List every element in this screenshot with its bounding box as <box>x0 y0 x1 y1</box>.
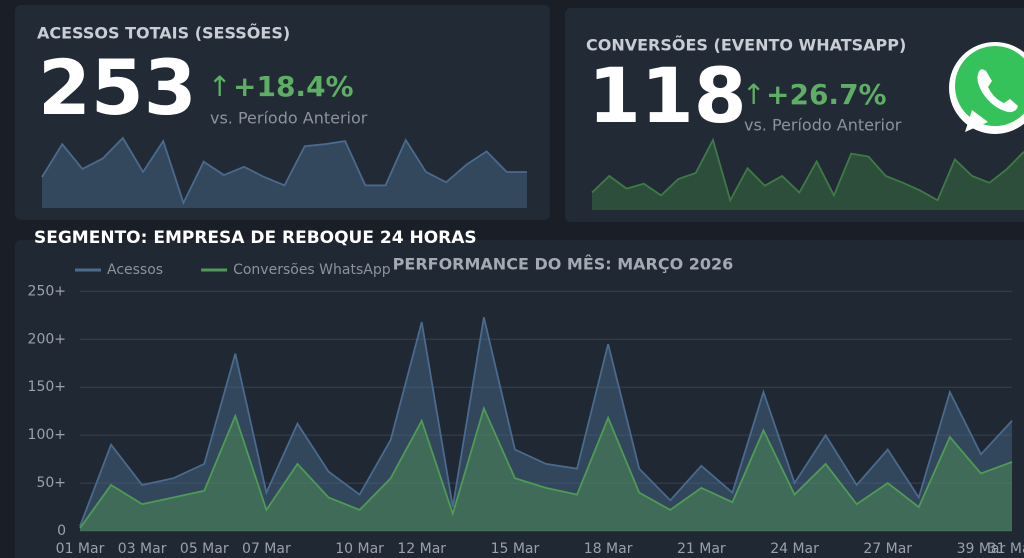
sparkline-line <box>591 137 1024 203</box>
kpi-comparison: vs. Período Anterior <box>210 109 368 128</box>
kpi-delta: +26.7% <box>766 78 887 111</box>
series-area-fill <box>80 408 1012 531</box>
x-tick-label: 27 Mar <box>863 541 912 557</box>
sparkline-line <box>41 136 527 206</box>
series-area-line <box>79 405 1013 529</box>
chart-panel <box>15 240 1024 558</box>
x-tick-label: 12 Mar <box>397 541 446 557</box>
whatsapp-icon <box>949 42 1024 134</box>
card <box>565 8 1024 222</box>
x-tick-label: 05 Mar <box>180 541 229 557</box>
y-tick-label: 200+ <box>28 331 66 347</box>
segment-label: SEGMENTO: EMPRESA DE REBOQUE 24 HORAS <box>34 228 477 248</box>
y-tick-label: 0 <box>57 523 66 539</box>
sparkline-fill <box>592 140 1024 210</box>
y-tick-label: 50+ <box>36 475 66 491</box>
card-title: ACESSOS TOTAIS (SESSÕES) <box>37 24 290 43</box>
kpi-comparison: vs. Período Anterior <box>744 116 902 135</box>
x-tick-label: 07 Mar <box>242 541 291 557</box>
card-title: CONVERSÕES (EVENTO WHATSAPP) <box>586 36 906 55</box>
arrow: ↑ <box>742 78 765 111</box>
arrow: ↑ <box>208 70 231 103</box>
y-tick-label: 250+ <box>28 283 66 299</box>
legend-label: Acessos <box>107 262 163 278</box>
x-tick-label: 31 Mar <box>988 541 1024 557</box>
x-tick-label: 03 Mar <box>118 541 167 557</box>
y-tick-label: 100+ <box>28 427 66 443</box>
x-tick-label: 24 Mar <box>770 541 819 557</box>
kpi-delta: +18.4% <box>233 70 354 103</box>
kpi-value: 118 <box>588 51 747 140</box>
card <box>15 5 550 220</box>
x-tick-label: 15 Mar <box>491 541 540 557</box>
x-tick-label: 10 Mar <box>335 541 384 557</box>
x-tick-label: 01 Mar <box>56 541 105 557</box>
x-tick-label: 39 Mar <box>957 541 1006 557</box>
chart-title: PERFORMANCE DO MÊS: MARÇO 2026 <box>393 255 734 274</box>
series-area-fill <box>80 317 1012 531</box>
series-area-line <box>79 317 1013 527</box>
sparkline-fill <box>42 138 527 208</box>
y-tick-label: 150+ <box>28 379 66 395</box>
x-tick-label: 18 Mar <box>584 541 633 557</box>
x-tick-label: 21 Mar <box>677 541 726 557</box>
kpi-value: 253 <box>38 43 197 132</box>
legend-label: Conversões WhatsApp <box>233 262 391 278</box>
